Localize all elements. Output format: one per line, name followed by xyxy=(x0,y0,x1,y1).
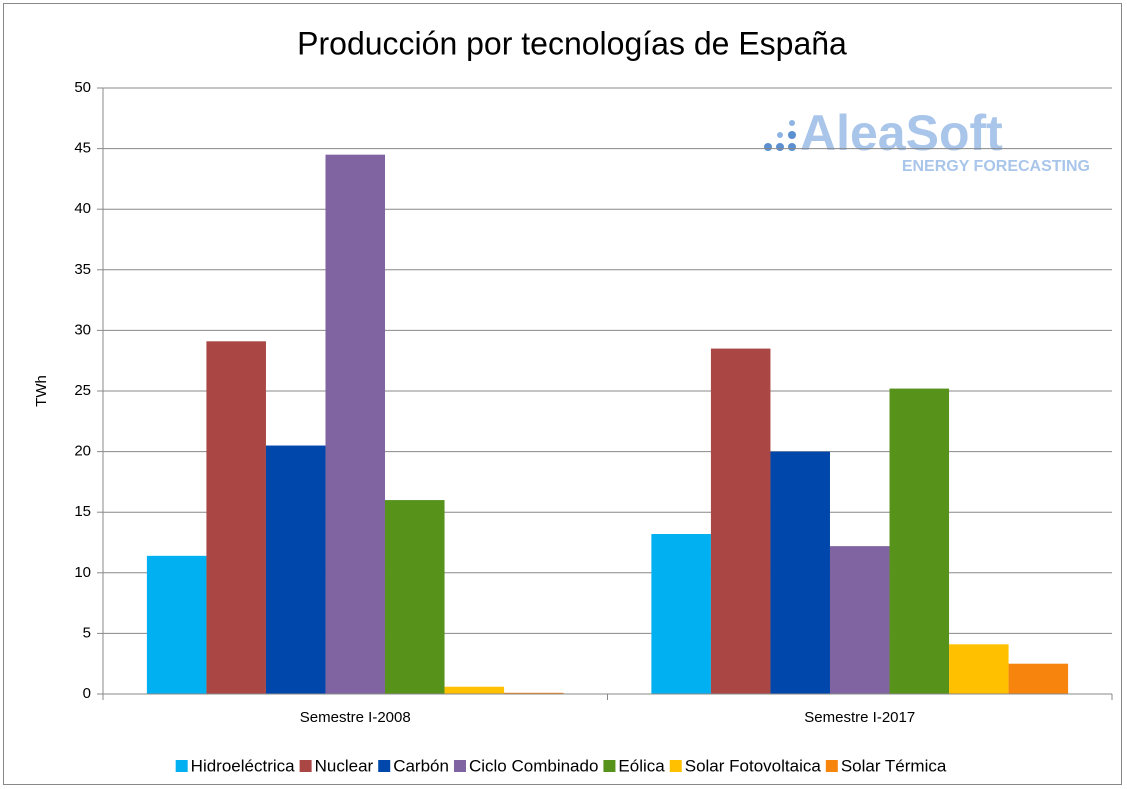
bar xyxy=(770,451,830,694)
bar xyxy=(325,154,386,694)
y-tick-label: 25 xyxy=(74,382,91,399)
legend-swatch xyxy=(825,760,838,772)
logo-tagline: ENERGY FORECASTING xyxy=(902,158,1090,175)
legend-label: Carbón xyxy=(393,756,449,775)
bar xyxy=(829,546,890,694)
legend-label: Eólica xyxy=(618,756,665,775)
bar xyxy=(710,348,771,694)
bar xyxy=(889,388,950,694)
x-tick-label: Semestre I-2008 xyxy=(300,709,411,726)
bar xyxy=(504,692,564,694)
legend-label: Solar Fotovoltaica xyxy=(685,756,822,775)
y-tick-label: 5 xyxy=(83,624,91,641)
bar xyxy=(385,500,445,694)
y-tick-label: 30 xyxy=(74,321,91,338)
logo-dot xyxy=(788,131,796,139)
legend-swatch xyxy=(603,760,616,772)
logo-dot xyxy=(764,143,772,151)
y-tick-label: 15 xyxy=(74,503,91,520)
y-tick-label: 45 xyxy=(74,140,91,157)
logo-dot xyxy=(776,143,784,151)
legend-swatch xyxy=(453,760,466,772)
logo: AleaSoft ENERGY FORECASTING xyxy=(764,105,1090,175)
y-tick-label: 40 xyxy=(74,200,91,217)
legend-swatch xyxy=(669,760,682,772)
bar xyxy=(1008,663,1069,694)
legend-label: Solar Térmica xyxy=(841,756,947,775)
x-tick-label: Semestre I-2017 xyxy=(804,709,915,726)
legend-label: Nuclear xyxy=(315,756,374,775)
chart-title: Producción por tecnologías de España xyxy=(297,25,847,61)
bar xyxy=(265,445,326,694)
legend-swatch xyxy=(299,760,312,772)
bar xyxy=(651,534,711,694)
y-tick-label: 35 xyxy=(74,261,91,278)
logo-dot xyxy=(788,143,796,151)
y-tick-label: 50 xyxy=(74,79,91,96)
logo-dot xyxy=(777,132,783,138)
bar xyxy=(949,644,1009,694)
y-tick-label: 20 xyxy=(74,443,91,460)
legend-swatch xyxy=(175,760,188,772)
logo-dot xyxy=(789,120,795,126)
y-tick-label: 0 xyxy=(83,685,91,702)
bar xyxy=(146,555,207,694)
bar xyxy=(206,341,266,694)
y-tick-label: 10 xyxy=(74,564,91,581)
logo-name: AleaSoft xyxy=(800,105,1003,161)
legend-label: Ciclo Combinado xyxy=(469,756,598,775)
legend-label: Hidroeléctrica xyxy=(191,756,295,775)
y-axis-label: TWh xyxy=(33,375,50,407)
bar xyxy=(444,686,505,694)
legend-swatch xyxy=(378,760,391,772)
